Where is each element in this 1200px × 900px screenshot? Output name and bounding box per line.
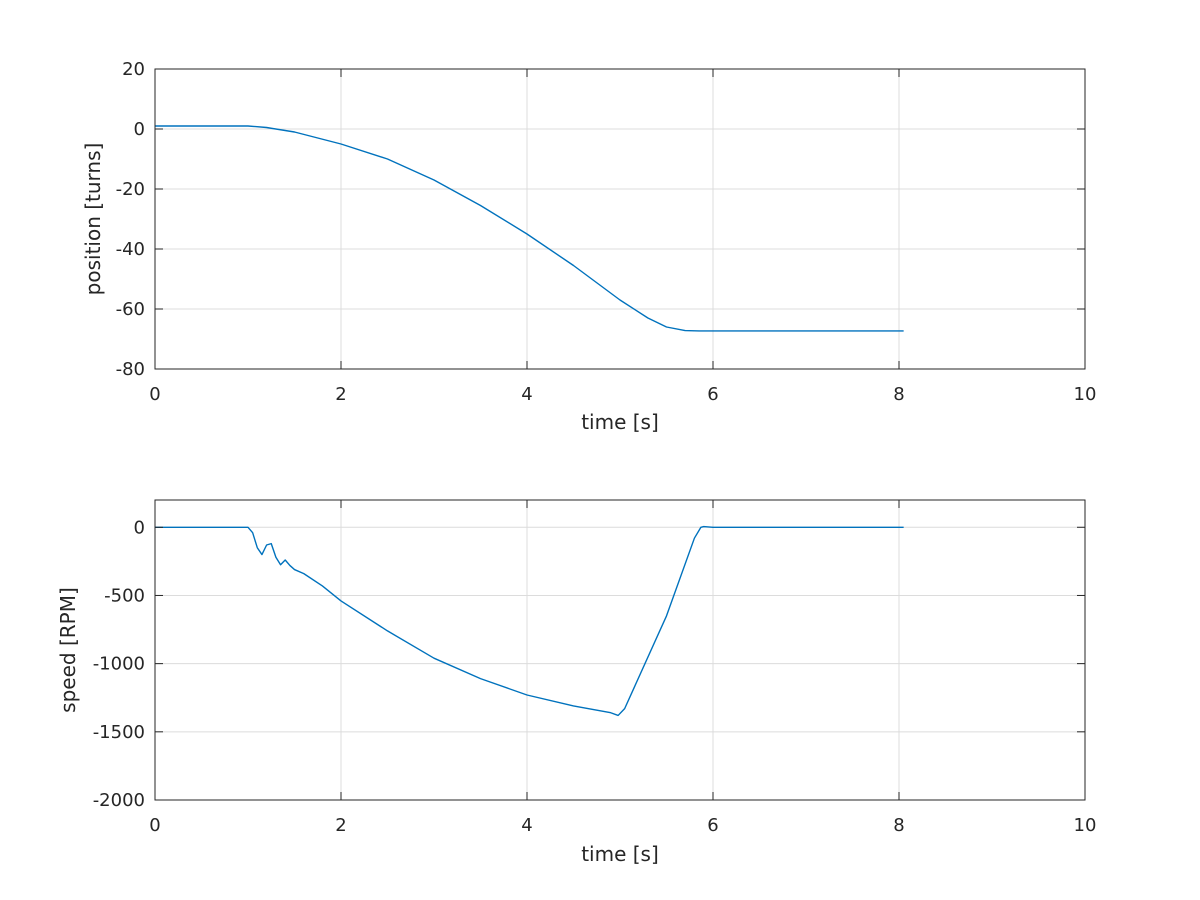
position-y-tick-label: -60 (116, 299, 145, 320)
position-x-axis-label: time [s] (581, 410, 659, 434)
position-series (155, 125, 904, 332)
speed-x-tick-label: 10 (1074, 815, 1097, 836)
position-y-tick-label: 20 (122, 59, 145, 80)
position-x-tick-label: 8 (893, 384, 904, 405)
position-ticks: 0 2 4 6 8 10 -80 -60 -40 -20 0 20 (116, 59, 1097, 405)
speed-y-tick-label: -2000 (93, 790, 145, 811)
position-y-tick-label: -20 (116, 179, 145, 200)
speed-x-tick-label: 0 (149, 815, 160, 836)
speed-series (155, 525, 904, 717)
speed-y-tick-label: 0 (134, 517, 145, 538)
position-series-line (155, 125, 904, 332)
position-subplot: 0 2 4 6 8 10 -80 -60 -40 -20 0 20 time [s] position… (81, 59, 1096, 434)
position-y-tick-label: -80 (116, 359, 145, 380)
speed-x-tick-label: 2 (335, 815, 346, 836)
speed-x-axis-label: time [s] (581, 842, 659, 866)
position-axes-frame (154, 68, 1086, 370)
speed-x-tick-label: 4 (521, 815, 532, 836)
speed-x-tick-label: 6 (707, 815, 718, 836)
position-axes-box (154, 68, 1086, 370)
speed-axes-frame (154, 499, 1086, 801)
position-x-tick-label: 0 (149, 384, 160, 405)
position-x-tick-label: 10 (1074, 384, 1097, 405)
speed-series-line (155, 525, 904, 717)
speed-y-tick-label: -500 (104, 585, 145, 606)
position-x-tick-label: 4 (521, 384, 532, 405)
position-y-tick-label: 0 (134, 119, 145, 140)
speed-axes-box (154, 499, 1086, 801)
speed-subplot: 0 2 4 6 8 10 -2000 -1500 -1000 -500 0 time [s] spe… (56, 499, 1097, 866)
position-x-tick-label: 6 (707, 384, 718, 405)
position-y-axis-label: position [turns] (81, 143, 105, 296)
position-y-tick-label: -40 (116, 239, 145, 260)
speed-y-tick-label: -1000 (93, 654, 145, 675)
speed-ticks: 0 2 4 6 8 10 -2000 -1500 -1000 -500 0 (93, 500, 1097, 836)
speed-y-tick-label: -1500 (93, 722, 145, 743)
speed-x-tick-label: 8 (893, 815, 904, 836)
position-x-tick-label: 2 (335, 384, 346, 405)
speed-y-axis-label: speed [RPM] (56, 587, 80, 713)
